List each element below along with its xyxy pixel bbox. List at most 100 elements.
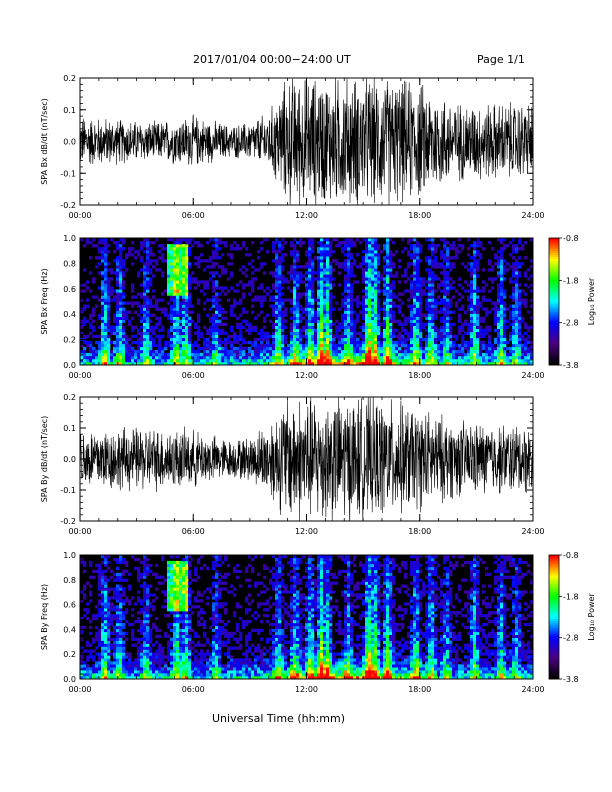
spectrogram-cell xyxy=(170,286,174,290)
spectrogram-cell xyxy=(170,355,174,360)
spectrogram-cell xyxy=(518,241,522,245)
spectrogram-cell xyxy=(218,337,222,342)
spectrogram-cell xyxy=(272,259,276,263)
spectrogram-cell xyxy=(185,259,189,263)
spectrogram-cell xyxy=(491,361,495,366)
spectrogram-cell xyxy=(188,277,192,281)
spectrogram-cell xyxy=(338,334,342,339)
spectrogram-cell xyxy=(95,631,99,636)
spectrogram-cell xyxy=(209,355,213,360)
spectrogram-cell xyxy=(305,334,309,339)
spectrogram-cell xyxy=(365,286,369,290)
spectrogram-cell xyxy=(185,268,189,272)
spectrogram-cell xyxy=(179,280,183,284)
spectrogram-cell xyxy=(344,295,348,299)
spectrogram-cell xyxy=(251,340,255,345)
spectrogram-cell xyxy=(347,337,351,342)
spectrogram-cell xyxy=(149,301,153,305)
spectrogram-cell xyxy=(362,355,366,360)
spectrogram-cell xyxy=(254,325,258,330)
spectrogram-cell xyxy=(509,322,513,326)
spectrogram-cell xyxy=(125,340,129,345)
spectrogram-cell xyxy=(245,283,249,287)
spectrogram-cell xyxy=(92,673,96,677)
spectrogram-cell xyxy=(482,355,486,360)
spectrogram-cell xyxy=(197,298,201,302)
spectrogram-cell xyxy=(173,307,177,311)
spectrogram-cell xyxy=(107,277,111,281)
spectrogram-cell xyxy=(134,361,138,366)
spectrogram-cell xyxy=(425,355,429,360)
spectrogram-cell xyxy=(218,328,222,333)
spectrogram-cell xyxy=(413,253,417,257)
spectrogram-cell xyxy=(443,292,447,296)
spectrogram-cell xyxy=(146,268,150,272)
spectrogram-cell xyxy=(89,343,93,348)
spectrogram-cell xyxy=(422,346,426,351)
spectrogram-cell xyxy=(134,619,138,624)
spectrogram-cell xyxy=(383,310,387,314)
spectrogram-cell xyxy=(185,319,189,323)
spectrogram-cell xyxy=(503,322,507,326)
spectrogram-cell xyxy=(128,301,132,305)
spectrogram-cell xyxy=(143,286,147,290)
spectrogram-cell xyxy=(374,337,378,342)
spectrogram-cell xyxy=(101,625,105,630)
spectrogram-cell xyxy=(116,358,120,363)
spectrogram-cell xyxy=(125,673,129,677)
spectrogram-cell xyxy=(362,304,366,308)
spectrogram-cell xyxy=(428,292,432,296)
spectrogram-cell xyxy=(113,316,117,320)
spectrogram-cell xyxy=(215,343,219,348)
spectrogram-cell xyxy=(161,244,165,248)
spectrogram-cell xyxy=(413,325,417,330)
spectrogram-cell xyxy=(188,292,192,296)
spectrogram-cell xyxy=(281,259,285,263)
spectrogram-cell xyxy=(428,307,432,311)
spectrogram-cell xyxy=(104,593,108,597)
spectrogram-cell xyxy=(521,334,525,339)
spectrogram-cell xyxy=(146,256,150,260)
spectrogram-cell xyxy=(530,325,534,330)
spectrogram-cell xyxy=(122,259,126,263)
spectrogram-cell xyxy=(122,313,126,317)
spectrogram-cell xyxy=(155,325,159,330)
spectrogram-cell xyxy=(110,349,114,354)
spectrogram-cell xyxy=(503,313,507,317)
spectrogram-cell xyxy=(272,241,276,245)
spectrogram-cell xyxy=(143,670,147,674)
spectrogram-cell xyxy=(509,316,513,320)
spectrogram-cell xyxy=(509,358,513,363)
spectrogram-cell xyxy=(212,346,216,351)
spectrogram-cell xyxy=(350,343,354,348)
spectrogram-cell xyxy=(485,310,489,314)
spectrogram-cell xyxy=(194,325,198,330)
spectrogram-cell xyxy=(215,316,219,320)
spectrogram-cell xyxy=(443,325,447,330)
spectrogram-cell xyxy=(413,346,417,351)
spectrogram-cell xyxy=(116,611,120,615)
spectrogram-cell xyxy=(176,259,180,263)
spectrogram-cell xyxy=(323,349,327,354)
spectrogram-cell xyxy=(194,358,198,363)
spectrogram-cell xyxy=(194,331,198,336)
spectrogram-cell xyxy=(317,301,321,305)
spectrogram-cell xyxy=(308,361,312,366)
spectrogram-cell xyxy=(272,343,276,348)
spectrogram-cell xyxy=(458,313,462,317)
spectrogram-cell xyxy=(251,304,255,308)
spectrogram-cell xyxy=(392,355,396,360)
spectrogram-cell xyxy=(122,358,126,363)
spectrogram-cell xyxy=(137,599,141,603)
spectrogram-cell xyxy=(290,337,294,342)
spectrogram-cell xyxy=(491,277,495,281)
spectrogram-cell xyxy=(311,316,315,320)
spectrogram-cell xyxy=(329,334,333,339)
spectrogram-cell xyxy=(302,334,306,339)
spectrogram-cell xyxy=(389,262,393,266)
spectrogram-cell xyxy=(515,331,519,336)
spectrogram-cell xyxy=(146,664,150,668)
spectrogram-cell xyxy=(530,358,534,363)
spectrogram-cell xyxy=(410,328,414,333)
spectrogram-cell xyxy=(446,262,450,266)
